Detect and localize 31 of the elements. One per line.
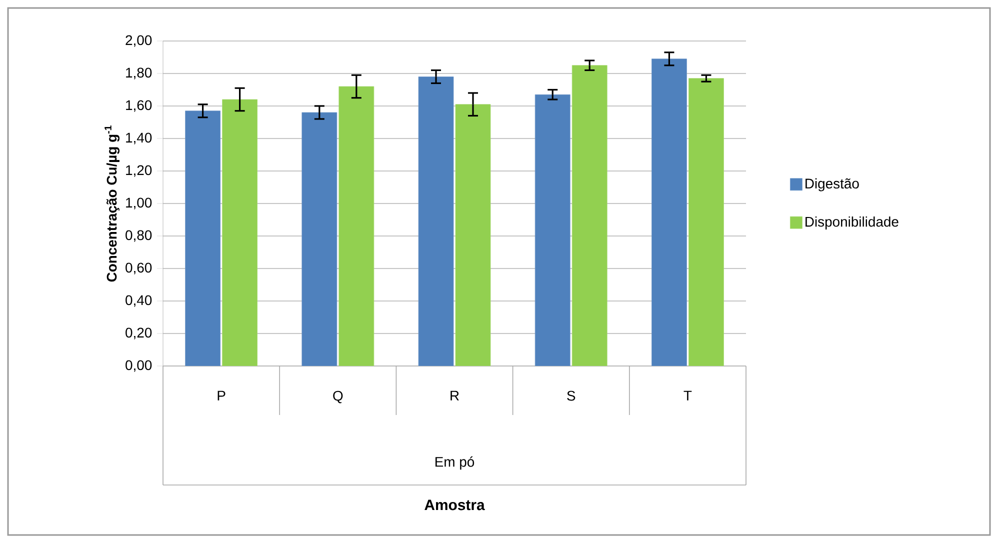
y-tick-label: 1,00	[126, 198, 152, 210]
y-tick-label: 0,00	[126, 360, 152, 372]
y-tick-label: 1,40	[126, 132, 152, 144]
bar	[688, 78, 724, 366]
legend-label: Disponibilidade	[806, 216, 898, 230]
y-tick-label: 0,40	[126, 295, 152, 307]
y-tick-label: 1,60	[126, 100, 152, 112]
bar	[572, 65, 608, 366]
x-tick-label: P	[218, 390, 226, 400]
x-tick-label: R	[450, 390, 459, 400]
bar	[338, 86, 374, 366]
y-tick-label: 0,80	[126, 230, 152, 242]
x-tick-label: Q	[333, 390, 343, 404]
bar	[455, 104, 491, 366]
bar	[534, 94, 570, 366]
bar	[418, 76, 454, 366]
y-tick-label: 0,20	[126, 328, 152, 340]
text: Amostra	[424, 500, 485, 510]
bar	[185, 110, 221, 366]
x-tick-label: S	[567, 390, 576, 401]
bar	[652, 58, 687, 366]
bar	[222, 99, 258, 366]
x-tick-label: T	[684, 390, 692, 400]
y-tick-label: 0,60	[126, 262, 152, 274]
y-tick-label: 2,00	[126, 35, 152, 47]
bar	[302, 112, 338, 366]
y-axis-title: Concentração Cu/µg g$^{-1}$	[104, 126, 120, 282]
text: Em pó	[435, 456, 474, 470]
y-tick-label: 1,80	[126, 68, 152, 80]
legend-label: Digestão	[806, 178, 859, 192]
y-tick-label: 1,20	[126, 165, 152, 177]
